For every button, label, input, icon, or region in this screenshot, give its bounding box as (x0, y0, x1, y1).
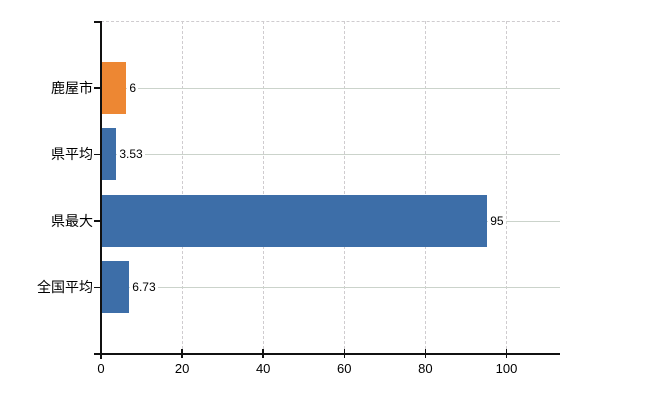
bar-value-label: 3.53 (117, 146, 145, 163)
gridline-vertical (182, 21, 184, 354)
x-tick-label: 40 (255, 361, 271, 376)
bar (102, 128, 117, 181)
bar (102, 261, 130, 314)
gridline-vertical (344, 21, 346, 354)
bar-value-label: 6.73 (130, 279, 158, 296)
y-tick-mark (94, 286, 101, 289)
x-tick-mark (343, 349, 346, 358)
bar (102, 194, 488, 247)
x-tick-label: 100 (495, 361, 518, 376)
y-axis (100, 21, 102, 359)
category-label: 県平均 (51, 146, 93, 163)
y-tick-mark (94, 153, 101, 156)
x-tick-mark (424, 349, 427, 358)
x-tick-mark (181, 349, 183, 358)
gridline-horizontal (101, 87, 560, 89)
bar-value-label: 6 (127, 79, 139, 96)
x-tick-mark (100, 349, 102, 358)
category-label: 全国平均 (37, 279, 93, 296)
x-axis (94, 353, 560, 355)
x-tick-label: 0 (97, 361, 105, 376)
y-tick-mark (94, 220, 101, 222)
plot-top-border (101, 21, 560, 22)
gridline-horizontal (101, 154, 560, 156)
x-tick-label: 60 (337, 361, 352, 376)
x-tick-label: 20 (174, 361, 190, 376)
y-tick-mark (94, 21, 101, 23)
gridline-horizontal (101, 287, 560, 289)
gridline-vertical (425, 21, 427, 354)
gridline-vertical (263, 21, 265, 354)
x-tick-mark (262, 349, 264, 358)
x-tick-mark (505, 349, 508, 358)
bar-value-label: 95 (488, 212, 506, 229)
x-tick-label: 80 (418, 361, 433, 376)
category-label: 鹿屋市 (51, 79, 93, 96)
bar (102, 61, 127, 114)
gridline-vertical (506, 21, 508, 354)
category-label: 県最大 (51, 212, 93, 229)
y-tick-mark (94, 87, 101, 89)
